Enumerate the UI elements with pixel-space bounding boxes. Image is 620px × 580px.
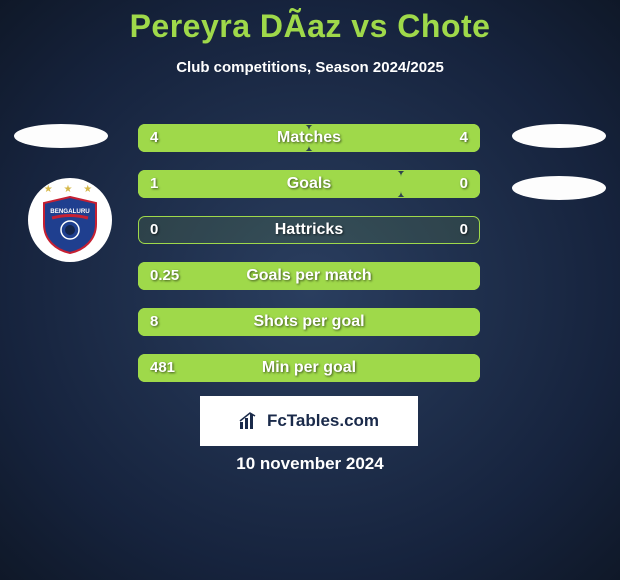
stat-row: Goals10 [138, 170, 480, 200]
stat-row: Shots per goal8 [138, 308, 480, 338]
bar-fill-left [138, 308, 480, 336]
bar-track [138, 216, 480, 244]
bar-fill-left [138, 170, 401, 198]
bar-fill-left [138, 124, 309, 152]
badge-text: BENGALURU [50, 208, 90, 215]
stat-row: Matches44 [138, 124, 480, 154]
brand-box: FcTables.com [200, 396, 418, 446]
bar-fill-right [309, 124, 480, 152]
bar-fill-left [138, 354, 480, 382]
shield-icon: BENGALURU [42, 196, 98, 254]
stats-bars: Matches44 Goals10 Hattricks00 Goals per mat… [138, 124, 480, 400]
placeholder-ellipse-tl [14, 124, 108, 148]
club-badge-left: ★ ★ ★ BENGALURU [28, 178, 112, 262]
stat-row: Hattricks00 [138, 216, 480, 246]
bar-chart-icon [239, 412, 261, 430]
bar-fill-right [401, 170, 480, 198]
date-text: 10 november 2024 [0, 454, 620, 474]
comparison-card: Pereyra DÃ­az vs Chote Club competitions… [0, 0, 620, 76]
placeholder-ellipse-tr [512, 124, 606, 148]
placeholder-ellipse-br [512, 176, 606, 200]
stat-row: Min per goal481 [138, 354, 480, 384]
stat-row: Goals per match0.25 [138, 262, 480, 292]
brand-text: FcTables.com [267, 411, 379, 431]
badge-stars-icon: ★ ★ ★ [28, 184, 112, 195]
page-title: Pereyra DÃ­az vs Chote [0, 0, 620, 45]
subtitle: Club competitions, Season 2024/2025 [0, 59, 620, 76]
bar-fill-left [138, 262, 480, 290]
